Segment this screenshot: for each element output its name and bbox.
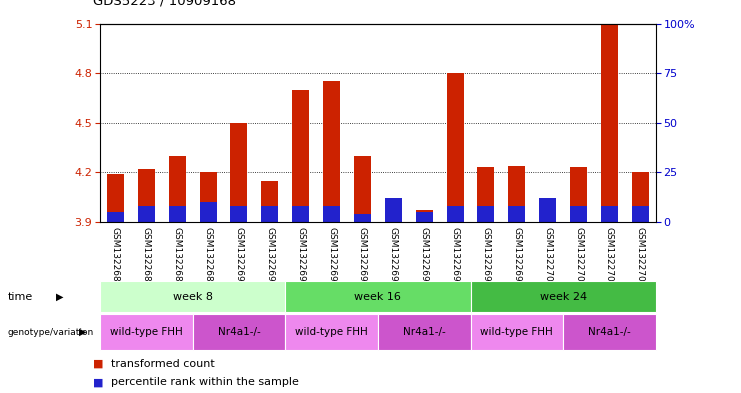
Bar: [447, 206, 464, 222]
Text: Nr4a1-/-: Nr4a1-/-: [588, 327, 631, 337]
Text: Nr4a1-/-: Nr4a1-/-: [218, 327, 260, 337]
Bar: [354, 214, 371, 222]
Text: GSM1322689: GSM1322689: [204, 227, 213, 287]
Text: GSM1322699: GSM1322699: [512, 227, 522, 287]
Text: genotype/variation: genotype/variation: [7, 328, 93, 336]
Text: ■: ■: [93, 358, 103, 369]
Text: GSM1322687: GSM1322687: [142, 227, 151, 287]
Text: wild-type FHH: wild-type FHH: [110, 327, 183, 337]
Text: ■: ■: [93, 377, 103, 387]
Bar: [292, 90, 309, 222]
Bar: [632, 206, 649, 222]
Bar: [601, 206, 618, 222]
Bar: [539, 198, 556, 222]
Bar: [385, 198, 402, 222]
Bar: [169, 206, 186, 222]
Text: GSM1322698: GSM1322698: [482, 227, 491, 287]
Text: GSM1322697: GSM1322697: [451, 227, 459, 287]
Text: GSM1322696: GSM1322696: [419, 227, 429, 287]
Bar: [539, 206, 556, 222]
Bar: [632, 173, 649, 222]
Bar: [570, 167, 587, 222]
Text: wild-type FHH: wild-type FHH: [295, 327, 368, 337]
Bar: [563, 314, 656, 350]
Text: GSM1322691: GSM1322691: [265, 227, 274, 287]
Bar: [471, 281, 656, 312]
Bar: [262, 181, 279, 222]
Bar: [601, 24, 618, 222]
Bar: [199, 173, 216, 222]
Bar: [416, 212, 433, 222]
Text: GSM1322701: GSM1322701: [574, 227, 583, 287]
Text: GSM1322690: GSM1322690: [234, 227, 244, 287]
Bar: [285, 281, 471, 312]
Text: GSM1322694: GSM1322694: [358, 227, 367, 287]
Bar: [107, 174, 124, 222]
Bar: [100, 314, 193, 350]
Bar: [378, 314, 471, 350]
Text: GSM1322695: GSM1322695: [389, 227, 398, 287]
Bar: [508, 206, 525, 222]
Bar: [292, 206, 309, 222]
Text: week 24: week 24: [539, 292, 587, 302]
Bar: [285, 314, 378, 350]
Text: GSM1322686: GSM1322686: [111, 227, 120, 287]
Bar: [323, 81, 340, 222]
Text: ▶: ▶: [56, 292, 63, 302]
Text: GDS5223 / 10909168: GDS5223 / 10909168: [93, 0, 236, 8]
Bar: [471, 314, 563, 350]
Bar: [570, 206, 587, 222]
Text: wild-type FHH: wild-type FHH: [480, 327, 554, 337]
Bar: [385, 214, 402, 222]
Bar: [447, 73, 464, 222]
Text: week 16: week 16: [354, 292, 402, 302]
Bar: [416, 211, 433, 222]
Text: time: time: [7, 292, 33, 302]
Bar: [230, 206, 247, 222]
Bar: [107, 212, 124, 222]
Bar: [323, 206, 340, 222]
Bar: [193, 314, 285, 350]
Text: week 8: week 8: [173, 292, 213, 302]
Text: transformed count: transformed count: [111, 358, 215, 369]
Bar: [138, 169, 155, 222]
Text: GSM1322692: GSM1322692: [296, 227, 305, 287]
Bar: [199, 202, 216, 222]
Bar: [230, 123, 247, 222]
Bar: [262, 206, 279, 222]
Text: GSM1322700: GSM1322700: [543, 227, 552, 287]
Text: ▶: ▶: [79, 327, 87, 337]
Bar: [354, 156, 371, 222]
Bar: [477, 206, 494, 222]
Text: GSM1322688: GSM1322688: [173, 227, 182, 287]
Text: GSM1322703: GSM1322703: [636, 227, 645, 287]
Text: GSM1322702: GSM1322702: [605, 227, 614, 287]
Bar: [138, 206, 155, 222]
Text: GSM1322693: GSM1322693: [327, 227, 336, 287]
Bar: [477, 167, 494, 222]
Bar: [508, 166, 525, 222]
Text: percentile rank within the sample: percentile rank within the sample: [111, 377, 299, 387]
Bar: [169, 156, 186, 222]
Text: Nr4a1-/-: Nr4a1-/-: [403, 327, 445, 337]
Bar: [100, 281, 285, 312]
